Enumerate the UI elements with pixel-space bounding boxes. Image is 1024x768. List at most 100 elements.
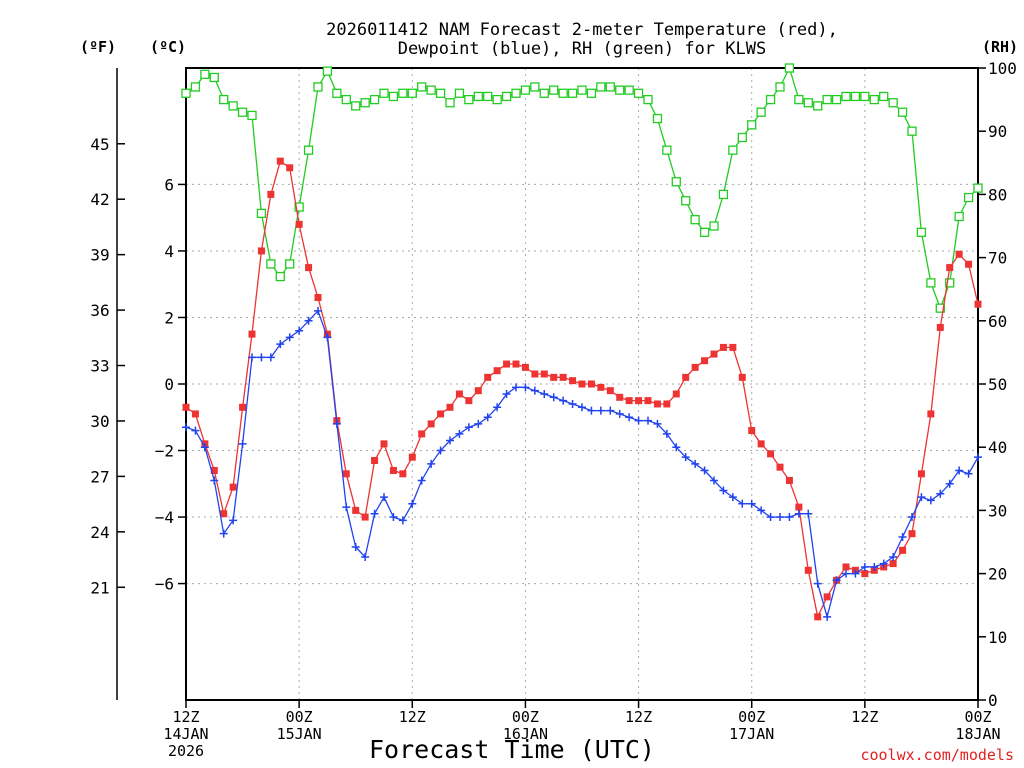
temperature-point (955, 250, 963, 258)
fahrenheit-tick-label: 33 (90, 357, 109, 376)
dewpoint-point (530, 386, 539, 395)
temperature-point (776, 463, 784, 471)
temperature-point (785, 476, 793, 484)
temperature-point (191, 410, 199, 418)
dewpoint-point (549, 393, 558, 402)
temperature-point (757, 440, 765, 448)
rh-point (926, 278, 936, 288)
time-tick-label: 12Z (172, 708, 199, 726)
rh-axis: 0 10 20 30 40 50 60 70 80 90 100 (978, 59, 1017, 710)
temperature-point (380, 440, 388, 448)
fahrenheit-tick-label: 36 (90, 301, 109, 320)
fahrenheit-tick-label: 24 (90, 523, 109, 542)
rh-tick-label: 50 (988, 375, 1007, 394)
rh-tick-label: 60 (988, 312, 1007, 331)
temperature-point (239, 403, 247, 411)
temperature-point (767, 450, 775, 458)
rh-point (294, 202, 304, 212)
temperature-point (295, 220, 303, 228)
dewpoint-point (200, 443, 209, 452)
time-tick-label: 17JAN (729, 725, 774, 743)
rh-point (907, 126, 917, 136)
temperature-series (182, 157, 982, 621)
rh-point (945, 278, 955, 288)
dewpoint-point (512, 383, 520, 392)
temperature-point (446, 403, 454, 411)
dewpoint-point (219, 529, 228, 538)
temperature-point (229, 483, 237, 491)
rh-point (662, 145, 672, 155)
dewpoint-point (974, 453, 982, 462)
rh-point (973, 183, 983, 193)
rh-point (813, 101, 823, 111)
credit-link[interactable]: coolwx.com/models (860, 746, 1014, 764)
rh-point (643, 94, 653, 105)
rh-tick-label: 0 (988, 691, 998, 710)
rh-point (822, 94, 832, 105)
dewpoint-point (210, 476, 219, 485)
rh-point (954, 211, 964, 222)
rh-tick-label: 80 (988, 185, 1007, 204)
fahrenheit-tick-label: 30 (90, 412, 109, 431)
dewpoint-point (728, 493, 737, 502)
temperature-point (314, 294, 322, 302)
rh-point (860, 91, 870, 102)
temperature-point (540, 370, 548, 378)
dewpoint-point (483, 413, 492, 422)
rh-point (237, 107, 248, 117)
rh-point (803, 98, 813, 108)
temperature-point (531, 370, 539, 378)
temperature-point (578, 380, 586, 388)
fahrenheit-tick-label: 39 (90, 246, 109, 265)
rh-point (332, 88, 342, 98)
temperature-point (974, 300, 982, 308)
fahrenheit-tick-label: 45 (90, 135, 109, 154)
rh-point (285, 259, 295, 269)
temperature-line (185, 160, 979, 619)
dewpoint-point (398, 516, 407, 525)
rh-point (897, 107, 908, 117)
dewpoint-point (248, 353, 256, 362)
rh-point (228, 101, 238, 111)
time-tick-label: 00Z (964, 708, 991, 726)
dewpoint-point (266, 353, 275, 362)
dewpoint-point (229, 516, 238, 525)
dewpoint-point (926, 496, 935, 505)
dewpoint-point (455, 429, 464, 438)
rh-point (794, 94, 804, 105)
dewpoint-point (380, 493, 388, 502)
rh-point (558, 88, 568, 98)
dewpoint-point (342, 503, 351, 512)
dewpoint-point (879, 559, 888, 568)
dewpoint-point (794, 509, 803, 518)
dewpoint-point (691, 459, 700, 468)
temperature-point (182, 403, 190, 411)
temperature-point (927, 410, 935, 418)
dewpoint-point (842, 569, 850, 578)
dewpoint-point (182, 423, 190, 432)
rh-point (200, 69, 210, 79)
time-tick-label: 12Z (851, 708, 878, 726)
time-tick-label: 00Z (738, 708, 765, 726)
rh-point (784, 63, 795, 73)
time-tick-label: 16JAN (503, 725, 548, 743)
rh-point (492, 94, 502, 105)
temperature-point (842, 563, 850, 571)
rh-point (351, 101, 361, 111)
celsius-tick-label: −6 (155, 575, 174, 594)
dewpoint-point (757, 506, 766, 515)
temperature-point (210, 466, 218, 474)
dewpoint-point (370, 509, 379, 518)
temperature-point (814, 613, 822, 621)
rh-point (869, 94, 879, 105)
series-layer (181, 63, 983, 621)
celsius-tick-label: 0 (164, 375, 174, 394)
time-tick-label: 00Z (286, 708, 313, 726)
temperature-point (455, 390, 463, 398)
temperature-point (352, 506, 360, 514)
dewpoint-point (719, 486, 728, 495)
rh-point (483, 91, 493, 102)
rh-point (266, 259, 276, 269)
temperature-point (795, 503, 803, 511)
rh-point (963, 192, 974, 203)
